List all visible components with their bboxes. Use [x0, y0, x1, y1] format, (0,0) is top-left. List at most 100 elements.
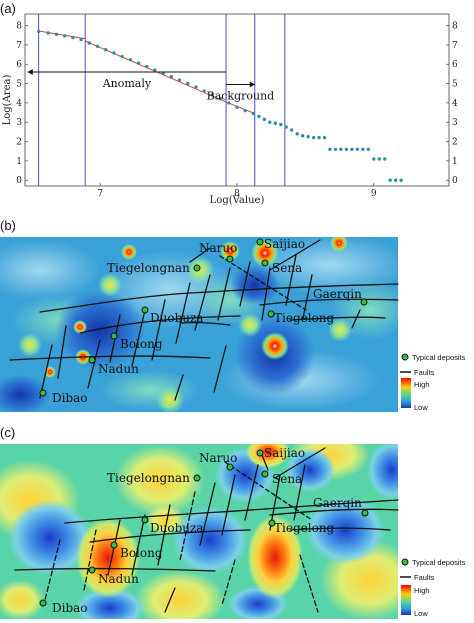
x-axis-label: Log(Value)	[210, 195, 265, 206]
data-point-0-16	[169, 74, 174, 79]
site-label-saijiao: Saijiao	[264, 237, 305, 251]
data-point-0-23	[227, 101, 231, 105]
y-tick-label-3: 3	[16, 118, 22, 128]
map-c-deposits	[39, 449, 369, 607]
legend-deposits-label: Typical deposits	[412, 353, 466, 362]
data-point-0-9	[112, 51, 116, 55]
fit-line-2	[225, 101, 255, 114]
data-point-0-43	[344, 147, 349, 151]
data-point-0-36	[306, 135, 310, 139]
site-label-gaerqin: Gaerqin	[313, 287, 362, 301]
site-label-nadun: Nadun	[98, 572, 139, 586]
data-point-0-44	[350, 147, 354, 151]
data-point-0-30	[273, 121, 277, 125]
site-label-tiegelong: Tiegelong	[274, 521, 335, 535]
map-b-faults	[9, 239, 399, 401]
annotation-arrowhead-1	[249, 81, 255, 88]
legend-faults-label: Faults	[414, 368, 435, 377]
y-tick-label-8: 8	[16, 22, 22, 32]
site-label-tiegelong: Tiegelong	[274, 311, 335, 325]
y-tick-label-1: 1	[16, 157, 22, 167]
map-b-deposits	[39, 238, 368, 397]
data-point-0-15	[161, 71, 165, 76]
data-point-0-35	[300, 134, 305, 138]
data-point-0-51	[388, 178, 392, 182]
map-b: Naruo Saijiao Tiegelongnan Sena Gaerqin …	[0, 237, 466, 412]
site-label-duobuza: Duobuza	[150, 521, 203, 535]
data-point-0-20	[202, 89, 206, 93]
site-label-naruo: Naruo	[199, 451, 237, 465]
data-point-0-34	[295, 132, 299, 136]
data-point-0-45	[355, 147, 360, 151]
site-label-bolong: Bolong	[120, 337, 163, 351]
legend-deposit-marker	[401, 558, 409, 566]
y-tick-label-right-6: 6	[452, 60, 458, 70]
data-point-0-37	[311, 135, 316, 140]
data-point-0-3	[62, 34, 67, 38]
map-b-heatmap	[0, 237, 398, 412]
legend-high-label: High	[414, 380, 429, 389]
y-tick-label-right-1: 1	[452, 157, 458, 167]
data-point-0-6	[87, 41, 91, 45]
data-point-0-22	[218, 96, 223, 101]
data-point-0-29	[268, 120, 272, 124]
y-tick-label-5: 5	[16, 80, 22, 90]
map-c-heatmap	[0, 444, 398, 619]
annotation-label-0: Anomaly	[102, 77, 152, 90]
legend-high-label: High	[414, 586, 429, 595]
site-label-dibao: Dibao	[52, 391, 88, 405]
y-tick-label-2: 2	[16, 138, 22, 148]
map-c-faults	[14, 447, 399, 613]
site-label-bolong: Bolong	[120, 546, 163, 560]
site-label-gaerqin: Gaerqin	[313, 496, 362, 510]
y-tick-label-7: 7	[16, 41, 22, 51]
y-tick-label-right-0: 0	[452, 176, 458, 186]
data-point-0-50	[383, 157, 387, 161]
data-point-0-2	[54, 32, 59, 36]
panel-label-b: (b)	[0, 218, 16, 233]
legend-color-ramp	[401, 378, 411, 408]
data-point-0-41	[333, 147, 338, 151]
fit-line-0	[38, 30, 86, 40]
data-point-0-13	[145, 64, 149, 69]
data-point-0-0	[36, 29, 41, 34]
data-point-0-12	[136, 61, 141, 65]
y-tick-label-4: 4	[16, 99, 22, 109]
data-point-0-42	[339, 147, 343, 151]
y-tick-label-right-8: 8	[452, 22, 458, 32]
legend-color-ramp	[401, 585, 411, 615]
data-point-0-53	[399, 178, 403, 182]
y-tick-label-right-5: 5	[452, 80, 458, 90]
site-label-tiegelongnan: Tiegelongnan	[107, 261, 190, 275]
data-point-0-26	[251, 111, 256, 116]
data-point-0-8	[103, 48, 108, 52]
data-point-0-24	[235, 105, 239, 109]
y-tick-label-right-7: 7	[452, 41, 458, 51]
y-axis-label: Log(Area)	[2, 75, 13, 126]
data-point-0-39	[322, 135, 327, 140]
y-tick-label-right-4: 4	[452, 99, 458, 109]
data-point-0-38	[317, 135, 321, 140]
data-point-0-33	[290, 128, 294, 132]
data-point-0-48	[372, 157, 376, 161]
data-point-0-1	[46, 31, 50, 35]
x-tick-label-0: 7	[97, 189, 103, 199]
map-b-legend: Typical deposits Faults High Low	[400, 353, 466, 412]
data-point-0-25	[243, 108, 247, 113]
legend-deposits-label: Typical deposits	[412, 558, 466, 567]
data-point-0-17	[177, 78, 182, 82]
y-tick-label-0: 0	[16, 176, 22, 186]
data-point-0-46	[361, 147, 365, 151]
annotation-arrowhead-0	[27, 68, 33, 75]
site-label-dibao: Dibao	[52, 601, 88, 615]
data-point-0-5	[79, 37, 83, 42]
y-tick-label-right-2: 2	[452, 138, 458, 148]
legend-low-label: Low	[414, 609, 428, 618]
data-point-0-10	[120, 54, 124, 59]
legend-deposit-marker	[401, 353, 409, 361]
map-b-site-labels: Naruo Saijiao Tiegelongnan Sena Gaerqin …	[52, 237, 362, 405]
x-tick-label-1: 8	[234, 189, 240, 199]
data-point-0-28	[262, 117, 267, 122]
y-tick-label-right-3: 3	[452, 118, 458, 128]
